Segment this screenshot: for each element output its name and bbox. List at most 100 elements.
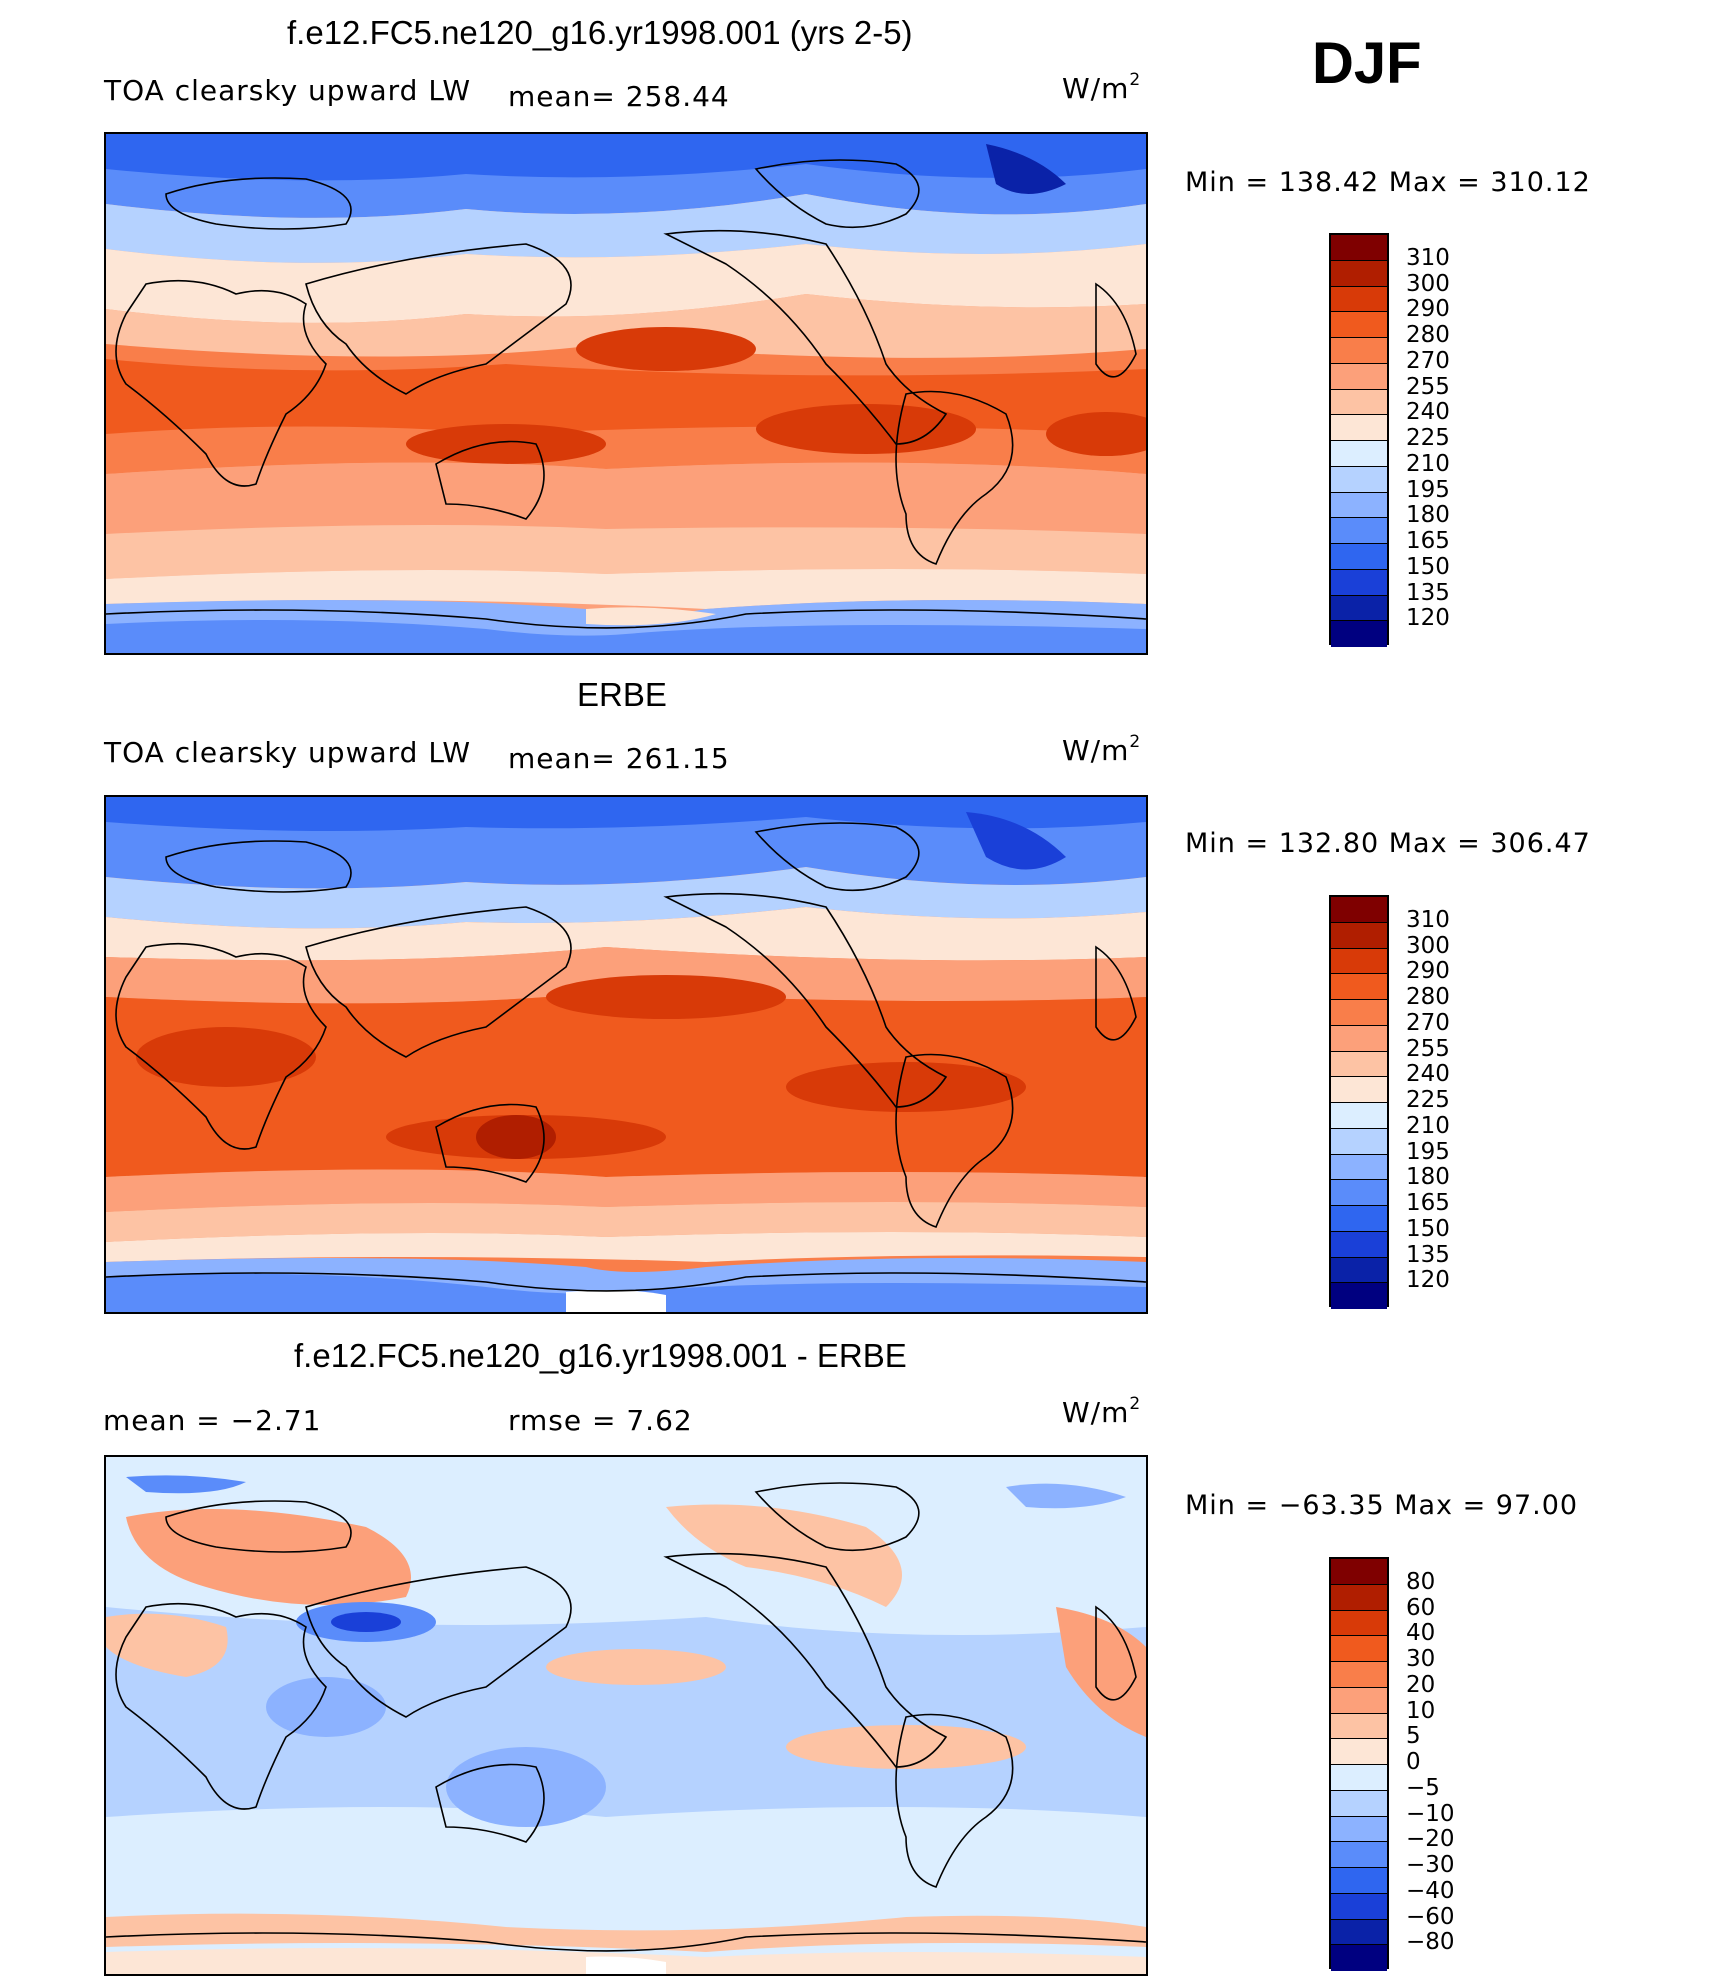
observation-colorbar-swatch xyxy=(1331,1051,1387,1078)
observation-colorbar-tick-label: 225 xyxy=(1406,1087,1450,1113)
model-colorbar-tick-label: 135 xyxy=(1406,579,1450,606)
difference-colorbar-tick-label: −10 xyxy=(1406,1800,1455,1827)
difference-colorbar-swatch xyxy=(1331,1842,1387,1868)
panel2-mean: mean= 261.15 xyxy=(508,742,730,775)
difference-colorbar-swatch xyxy=(1331,1662,1387,1688)
difference-colorbar-swatch xyxy=(1331,1765,1387,1791)
model-colorbar-tick-label: 165 xyxy=(1406,528,1450,554)
observation-colorbar-swatch xyxy=(1331,1231,1387,1258)
model-colorbar-swatch xyxy=(1331,235,1387,261)
model-map xyxy=(104,132,1148,655)
model-colorbar-swatch xyxy=(1331,312,1387,338)
difference-colorbar-swatch xyxy=(1331,1893,1387,1920)
panel1-mean: mean= 258.44 xyxy=(508,80,730,113)
observation-colorbar-swatch xyxy=(1331,922,1387,949)
difference-colorbar-swatch xyxy=(1331,1636,1387,1662)
panel2-variable: TOA clearsky upward LW xyxy=(104,736,472,769)
difference-colorbar-tick-label: 10 xyxy=(1406,1697,1436,1724)
difference-colorbar-tick-label: 60 xyxy=(1406,1594,1436,1621)
season-label: DJF xyxy=(1312,31,1422,96)
model-colorbar-swatch xyxy=(1331,363,1387,390)
difference-colorbar-tick-label: −40 xyxy=(1406,1877,1455,1904)
difference-colorbar-tick-label: 0 xyxy=(1406,1749,1421,1775)
observation-colorbar-swatch xyxy=(1331,1025,1387,1052)
difference-colorbar-swatch xyxy=(1331,1713,1387,1740)
model-colorbar-tick-label: 180 xyxy=(1406,502,1450,529)
difference-colorbar-swatch xyxy=(1331,1790,1387,1817)
observation-colorbar-tick-label: 240 xyxy=(1406,1061,1450,1088)
model-colorbar-tick-label: 290 xyxy=(1406,296,1450,323)
panel3-units: W/m2 xyxy=(1062,1394,1142,1429)
difference-colorbar-swatch xyxy=(1331,1919,1387,1946)
model-map-svg xyxy=(106,134,1146,653)
difference-colorbar-tick-label: −5 xyxy=(1406,1774,1440,1801)
observation-colorbar-tick-label: 310 xyxy=(1406,906,1450,933)
model-colorbar-swatch xyxy=(1331,338,1387,364)
observation-colorbar-tick-label: 195 xyxy=(1406,1138,1450,1165)
observation-map-svg xyxy=(106,797,1146,1312)
model-colorbar-tick-label: 310 xyxy=(1406,244,1450,271)
observation-colorbar-swatch xyxy=(1331,1103,1387,1129)
panel1-title: f.e12.FC5.ne120_g16.yr1998.001 (yrs 2-5) xyxy=(287,14,913,51)
observation-colorbar-tick-label: 300 xyxy=(1406,932,1450,959)
observation-colorbar-tick-label: 180 xyxy=(1406,1164,1450,1191)
difference-colorbar-swatch xyxy=(1331,1584,1387,1611)
difference-map xyxy=(104,1455,1148,1976)
difference-colorbar-tick-label: 5 xyxy=(1406,1723,1421,1750)
panel1-minmax: Min = 138.42 Max = 310.12 xyxy=(1185,167,1591,198)
observation-colorbar-tick-label: 135 xyxy=(1406,1241,1450,1268)
difference-colorbar-tick-label: −30 xyxy=(1406,1852,1455,1878)
observation-colorbar-swatch xyxy=(1331,1077,1387,1103)
model-colorbar-tick-label: 280 xyxy=(1406,322,1450,348)
model-colorbar-tick-label: 240 xyxy=(1406,399,1450,426)
observation-colorbar-swatch xyxy=(1331,1154,1387,1181)
observation-colorbar-swatch xyxy=(1331,897,1387,923)
difference-map-svg xyxy=(106,1457,1146,1974)
difference-colorbar-swatch xyxy=(1331,1816,1387,1843)
panel2-title: ERBE xyxy=(577,676,667,713)
panel2-minmax: Min = 132.80 Max = 306.47 xyxy=(1185,828,1591,859)
model-colorbar-tick-label: 255 xyxy=(1406,373,1450,400)
observation-colorbar-tick-label: 120 xyxy=(1406,1267,1450,1294)
difference-colorbar-tick-label: 20 xyxy=(1406,1671,1436,1698)
difference-colorbar-swatch xyxy=(1331,1687,1387,1714)
observation-colorbar-swatch xyxy=(1331,974,1387,1000)
model-colorbar-swatch xyxy=(1331,286,1387,313)
difference-colorbar-swatch xyxy=(1331,1945,1387,1971)
observation-colorbar-tick-label: 290 xyxy=(1406,958,1450,985)
difference-colorbar-tick-label: 40 xyxy=(1406,1620,1436,1647)
model-colorbar-tick-label: 300 xyxy=(1406,270,1450,297)
panel1-variable: TOA clearsky upward LW xyxy=(104,74,472,107)
model-colorbar-tick-label: 210 xyxy=(1406,450,1450,477)
model-colorbar-swatch xyxy=(1331,621,1387,647)
observation-colorbar-swatch xyxy=(1331,1128,1387,1155)
panel1-units: W/m2 xyxy=(1062,70,1142,105)
panel3-rmse: rmse = 7.62 xyxy=(508,1404,693,1437)
model-colorbar-tick-label: 270 xyxy=(1406,347,1450,374)
model-colorbar-tick-label: 225 xyxy=(1406,425,1450,451)
difference-colorbar-tick-label: −60 xyxy=(1406,1903,1455,1930)
observation-colorbar-swatch xyxy=(1331,1283,1387,1309)
model-colorbar-swatch xyxy=(1331,415,1387,441)
model-colorbar-swatch xyxy=(1331,595,1387,622)
panel2-units: W/m2 xyxy=(1062,732,1142,767)
model-colorbar-swatch xyxy=(1331,518,1387,544)
panel3-title: f.e12.FC5.ne120_g16.yr1998.001 - ERBE xyxy=(294,1337,907,1374)
model-colorbar-swatch xyxy=(1331,492,1387,519)
model-colorbar-tick-label: 120 xyxy=(1406,605,1450,632)
observation-colorbar-swatch xyxy=(1331,1257,1387,1284)
model-colorbar xyxy=(1329,233,1389,647)
difference-colorbar-tick-label: 30 xyxy=(1406,1646,1436,1672)
observation-colorbar-swatch xyxy=(1331,1206,1387,1232)
model-colorbar-swatch xyxy=(1331,569,1387,596)
observation-colorbar-swatch xyxy=(1331,1180,1387,1206)
observation-colorbar-tick-label: 150 xyxy=(1406,1215,1450,1242)
difference-colorbar-swatch xyxy=(1331,1559,1387,1585)
model-colorbar-swatch xyxy=(1331,544,1387,570)
model-colorbar-swatch xyxy=(1331,466,1387,493)
observation-colorbar-tick-label: 210 xyxy=(1406,1112,1450,1139)
difference-colorbar-tick-label: 80 xyxy=(1406,1568,1436,1595)
difference-colorbar-tick-label: −80 xyxy=(1406,1929,1455,1956)
model-colorbar-swatch xyxy=(1331,441,1387,467)
model-colorbar-swatch xyxy=(1331,260,1387,287)
